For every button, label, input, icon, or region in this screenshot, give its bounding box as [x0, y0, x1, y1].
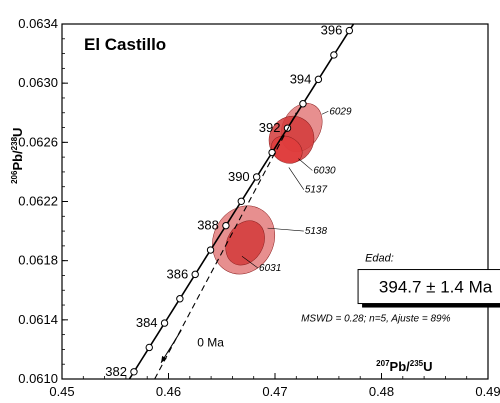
y-axis-title-sup1: 206 [10, 170, 19, 184]
y-tick-label: 0.0630 [18, 75, 58, 90]
sample-label-6029: 6029 [329, 106, 352, 117]
age-label-396: 396 [321, 23, 343, 38]
age-result-stats: MSWD = 0.28; n=5, Ajuste = 89% [301, 314, 451, 325]
y-tick-label: 0.0618 [18, 253, 58, 268]
y-axis-title-part1: Pb/ [10, 150, 25, 171]
y-axis-title: 206Pb/238U [10, 128, 25, 184]
sample-label-5137: 5137 [305, 185, 328, 196]
x-tick-label: 0.48 [369, 384, 394, 399]
age-marker [237, 197, 245, 205]
age-caption: Edad: [365, 253, 394, 265]
y-axis-title-part2: U [10, 128, 25, 137]
zero-age-label: 0 Ma [197, 335, 224, 349]
x-tick-label: 0.45 [49, 384, 74, 399]
age-label-392: 392 [259, 120, 281, 135]
age-label-386: 386 [166, 266, 188, 281]
y-tick-label: 0.0610 [18, 371, 58, 386]
plot-frame [61, 23, 489, 380]
age-marker [345, 26, 354, 35]
sample-leader-line [298, 158, 313, 171]
x-axis-title-sup1: 207 [376, 359, 390, 368]
y-tick-label: 0.0622 [18, 194, 58, 209]
x-axis-title-sup2: 235 [410, 359, 424, 368]
x-tick-label: 0.47 [262, 384, 287, 399]
annotations: 6029 6030 5137 5138 6031 [160, 106, 352, 363]
age-label-390: 390 [228, 169, 250, 184]
axis-ticks: 0.45 0.46 0.47 0.48 0.49 0.0610 0.0614 0.0618 0.… [18, 16, 500, 399]
age-marker [206, 246, 215, 254]
age-marker [330, 51, 338, 59]
x-axis-title: 207Pb/235U [376, 359, 432, 374]
sample-leader-line [267, 227, 304, 232]
y-axis-title-sup2: 238 [10, 136, 19, 150]
age-marker [160, 319, 169, 327]
age-marker [191, 270, 199, 279]
arrow-head [161, 355, 167, 363]
age-label-384: 384 [136, 315, 158, 330]
y-tick-label: 0.0626 [18, 134, 58, 149]
age-label-382: 382 [105, 364, 127, 379]
age-marker [252, 173, 261, 181]
chart-title: El Castillo [84, 35, 166, 54]
sample-label-6031: 6031 [259, 263, 281, 274]
age-label-388: 388 [197, 218, 219, 233]
age-marker [145, 343, 153, 352]
age-marker [176, 295, 184, 303]
sample-label-5138: 5138 [305, 226, 328, 237]
age-result-box [357, 269, 500, 305]
concordia-group: 382 384 386 388 390 392 394 396 [105, 23, 355, 379]
y-tick-label: 0.0634 [18, 16, 58, 31]
age-result-value: 394.7 ± 1.4 Ma [379, 278, 493, 297]
x-axis-title-part1: Pb/ [390, 359, 411, 374]
sample-leader-line [241, 255, 259, 269]
ellipse-6031 [225, 220, 265, 266]
age-marker [299, 100, 307, 108]
age-marker [130, 368, 138, 376]
age-marker [314, 75, 323, 84]
sample-leader-line [321, 110, 329, 115]
concordia-curve [128, 24, 355, 379]
x-tick-label: 0.46 [156, 384, 181, 399]
age-marker [222, 221, 230, 230]
sample-label-6030: 6030 [313, 165, 336, 176]
sample-leader-line [288, 167, 305, 190]
age-label-394: 394 [290, 71, 312, 86]
y-tick-label: 0.0614 [18, 312, 58, 327]
x-axis-title-part2: U [423, 359, 432, 374]
x-tick-label: 0.49 [475, 384, 500, 399]
